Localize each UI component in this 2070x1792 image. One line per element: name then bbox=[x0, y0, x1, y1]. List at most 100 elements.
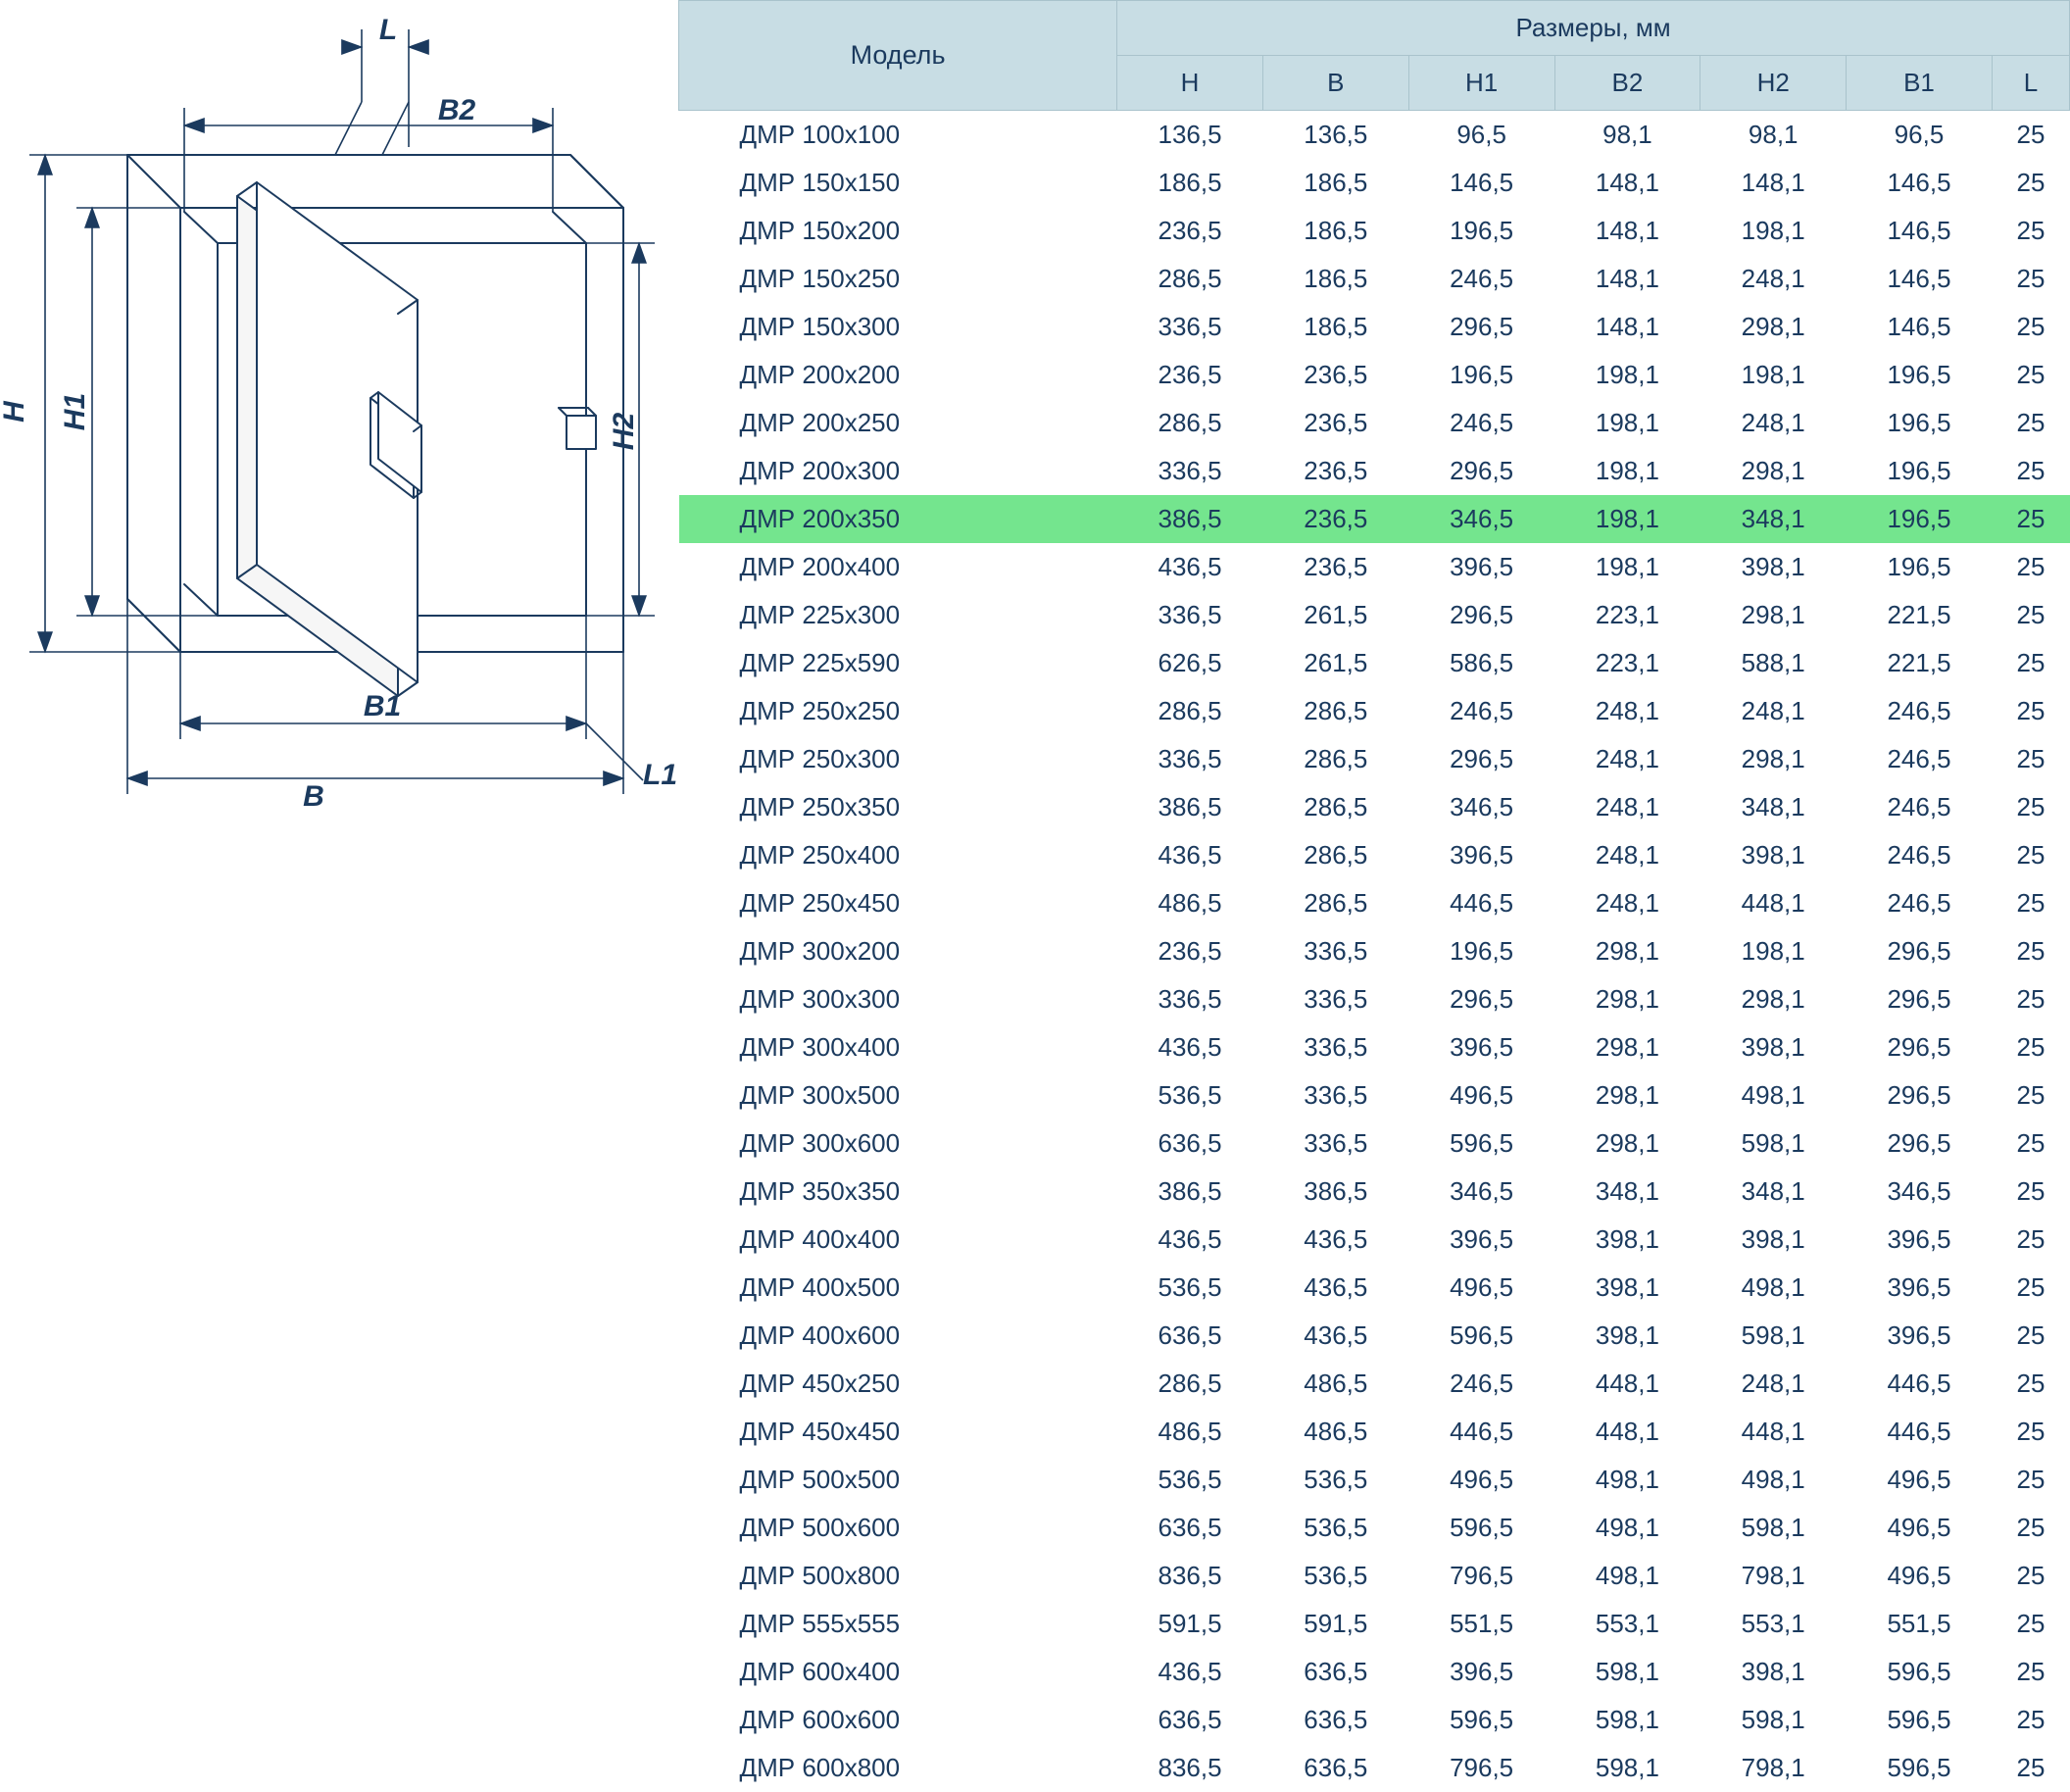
value-cell: 398,1 bbox=[1554, 1216, 1700, 1264]
col-header-H: H bbox=[1117, 56, 1263, 111]
col-header-H1: H1 bbox=[1408, 56, 1554, 111]
model-cell: ДМР 400х600 bbox=[679, 1312, 1117, 1360]
table-row: ДМР 200х200236,5236,5196,5198,1198,1196,… bbox=[679, 351, 2070, 399]
value-cell: 636,5 bbox=[1117, 1120, 1263, 1168]
value-cell: 336,5 bbox=[1117, 975, 1263, 1023]
value-cell: 496,5 bbox=[1847, 1456, 1993, 1504]
value-cell: 336,5 bbox=[1117, 447, 1263, 495]
value-cell: 396,5 bbox=[1408, 1216, 1554, 1264]
value-cell: 236,5 bbox=[1262, 495, 1408, 543]
value-cell: 25 bbox=[1992, 1504, 2069, 1552]
value-cell: 398,1 bbox=[1700, 1648, 1847, 1696]
value-cell: 386,5 bbox=[1117, 1168, 1263, 1216]
value-cell: 588,1 bbox=[1700, 639, 1847, 687]
value-cell: 25 bbox=[1992, 735, 2069, 783]
value-cell: 636,5 bbox=[1117, 1696, 1263, 1744]
value-cell: 551,5 bbox=[1408, 1600, 1554, 1648]
value-cell: 298,1 bbox=[1554, 1120, 1700, 1168]
value-cell: 96,5 bbox=[1408, 111, 1554, 160]
value-cell: 236,5 bbox=[1117, 207, 1263, 255]
value-cell: 436,5 bbox=[1117, 1023, 1263, 1071]
table-row: ДМР 400х400436,5436,5396,5398,1398,1396,… bbox=[679, 1216, 2070, 1264]
value-cell: 223,1 bbox=[1554, 639, 1700, 687]
dimensions-table: Модель Размеры, мм HBH1B2H2B1L ДМР 100х1… bbox=[678, 0, 2070, 1792]
value-cell: 146,5 bbox=[1847, 207, 1993, 255]
value-cell: 246,5 bbox=[1408, 399, 1554, 447]
model-cell: ДМР 250х350 bbox=[679, 783, 1117, 831]
value-cell: 396,5 bbox=[1408, 543, 1554, 591]
value-cell: 553,1 bbox=[1700, 1600, 1847, 1648]
value-cell: 296,5 bbox=[1847, 927, 1993, 975]
value-cell: 596,5 bbox=[1847, 1696, 1993, 1744]
value-cell: 536,5 bbox=[1262, 1456, 1408, 1504]
value-cell: 136,5 bbox=[1262, 111, 1408, 160]
value-cell: 336,5 bbox=[1262, 1071, 1408, 1120]
table-row: ДМР 500х500536,5536,5496,5498,1498,1496,… bbox=[679, 1456, 2070, 1504]
value-cell: 636,5 bbox=[1117, 1504, 1263, 1552]
value-cell: 446,5 bbox=[1847, 1408, 1993, 1456]
value-cell: 146,5 bbox=[1408, 159, 1554, 207]
model-cell: ДМР 400х500 bbox=[679, 1264, 1117, 1312]
value-cell: 248,1 bbox=[1700, 1360, 1847, 1408]
col-header-B: B bbox=[1262, 56, 1408, 111]
col-header-L: L bbox=[1992, 56, 2069, 111]
model-cell: ДМР 500х800 bbox=[679, 1552, 1117, 1600]
value-cell: 298,1 bbox=[1554, 1023, 1700, 1071]
value-cell: 25 bbox=[1992, 1648, 2069, 1696]
table-panel: Модель Размеры, мм HBH1B2H2B1L ДМР 100х1… bbox=[678, 0, 2070, 1792]
value-cell: 346,5 bbox=[1847, 1168, 1993, 1216]
value-cell: 25 bbox=[1992, 447, 2069, 495]
table-row: ДМР 200х350386,5236,5346,5198,1348,1196,… bbox=[679, 495, 2070, 543]
value-cell: 25 bbox=[1992, 1408, 2069, 1456]
value-cell: 25 bbox=[1992, 1120, 2069, 1168]
value-cell: 261,5 bbox=[1262, 591, 1408, 639]
table-row: ДМР 600х400436,5636,5396,5598,1398,1596,… bbox=[679, 1648, 2070, 1696]
value-cell: 336,5 bbox=[1117, 591, 1263, 639]
value-cell: 98,1 bbox=[1700, 111, 1847, 160]
table-row: ДМР 300х300336,5336,5296,5298,1298,1296,… bbox=[679, 975, 2070, 1023]
value-cell: 336,5 bbox=[1262, 1023, 1408, 1071]
value-cell: 298,1 bbox=[1554, 1071, 1700, 1120]
value-cell: 236,5 bbox=[1262, 351, 1408, 399]
value-cell: 246,5 bbox=[1847, 831, 1993, 879]
value-cell: 148,1 bbox=[1554, 159, 1700, 207]
value-cell: 346,5 bbox=[1408, 783, 1554, 831]
table-row: ДМР 150х250286,5186,5246,5148,1248,1146,… bbox=[679, 255, 2070, 303]
model-cell: ДМР 200х400 bbox=[679, 543, 1117, 591]
value-cell: 25 bbox=[1992, 1552, 2069, 1600]
value-cell: 498,1 bbox=[1554, 1552, 1700, 1600]
model-cell: ДМР 450х450 bbox=[679, 1408, 1117, 1456]
value-cell: 396,5 bbox=[1847, 1264, 1993, 1312]
value-cell: 448,1 bbox=[1700, 1408, 1847, 1456]
value-cell: 25 bbox=[1992, 159, 2069, 207]
value-cell: 296,5 bbox=[1408, 975, 1554, 1023]
value-cell: 25 bbox=[1992, 111, 2069, 160]
col-header-B1: B1 bbox=[1847, 56, 1993, 111]
value-cell: 196,5 bbox=[1408, 927, 1554, 975]
value-cell: 398,1 bbox=[1700, 543, 1847, 591]
table-row: ДМР 300х200236,5336,5196,5298,1198,1296,… bbox=[679, 927, 2070, 975]
model-cell: ДМР 300х300 bbox=[679, 975, 1117, 1023]
table-row: ДМР 450х450486,5486,5446,5448,1448,1446,… bbox=[679, 1408, 2070, 1456]
value-cell: 498,1 bbox=[1554, 1504, 1700, 1552]
value-cell: 261,5 bbox=[1262, 639, 1408, 687]
value-cell: 196,5 bbox=[1847, 495, 1993, 543]
value-cell: 236,5 bbox=[1117, 927, 1263, 975]
value-cell: 498,1 bbox=[1554, 1456, 1700, 1504]
table-row: ДМР 225х590626,5261,5586,5223,1588,1221,… bbox=[679, 639, 2070, 687]
value-cell: 298,1 bbox=[1700, 303, 1847, 351]
value-cell: 25 bbox=[1992, 1696, 2069, 1744]
value-cell: 498,1 bbox=[1700, 1071, 1847, 1120]
value-cell: 298,1 bbox=[1700, 447, 1847, 495]
value-cell: 396,5 bbox=[1408, 1648, 1554, 1696]
value-cell: 198,1 bbox=[1554, 399, 1700, 447]
value-cell: 446,5 bbox=[1408, 879, 1554, 927]
value-cell: 25 bbox=[1992, 1216, 2069, 1264]
value-cell: 25 bbox=[1992, 1168, 2069, 1216]
table-row: ДМР 250х450486,5286,5446,5248,1448,1246,… bbox=[679, 879, 2070, 927]
value-cell: 396,5 bbox=[1408, 1023, 1554, 1071]
value-cell: 186,5 bbox=[1117, 159, 1263, 207]
col-header-B2: B2 bbox=[1554, 56, 1700, 111]
value-cell: 396,5 bbox=[1847, 1312, 1993, 1360]
table-row: ДМР 300х500536,5336,5496,5298,1498,1296,… bbox=[679, 1071, 2070, 1120]
